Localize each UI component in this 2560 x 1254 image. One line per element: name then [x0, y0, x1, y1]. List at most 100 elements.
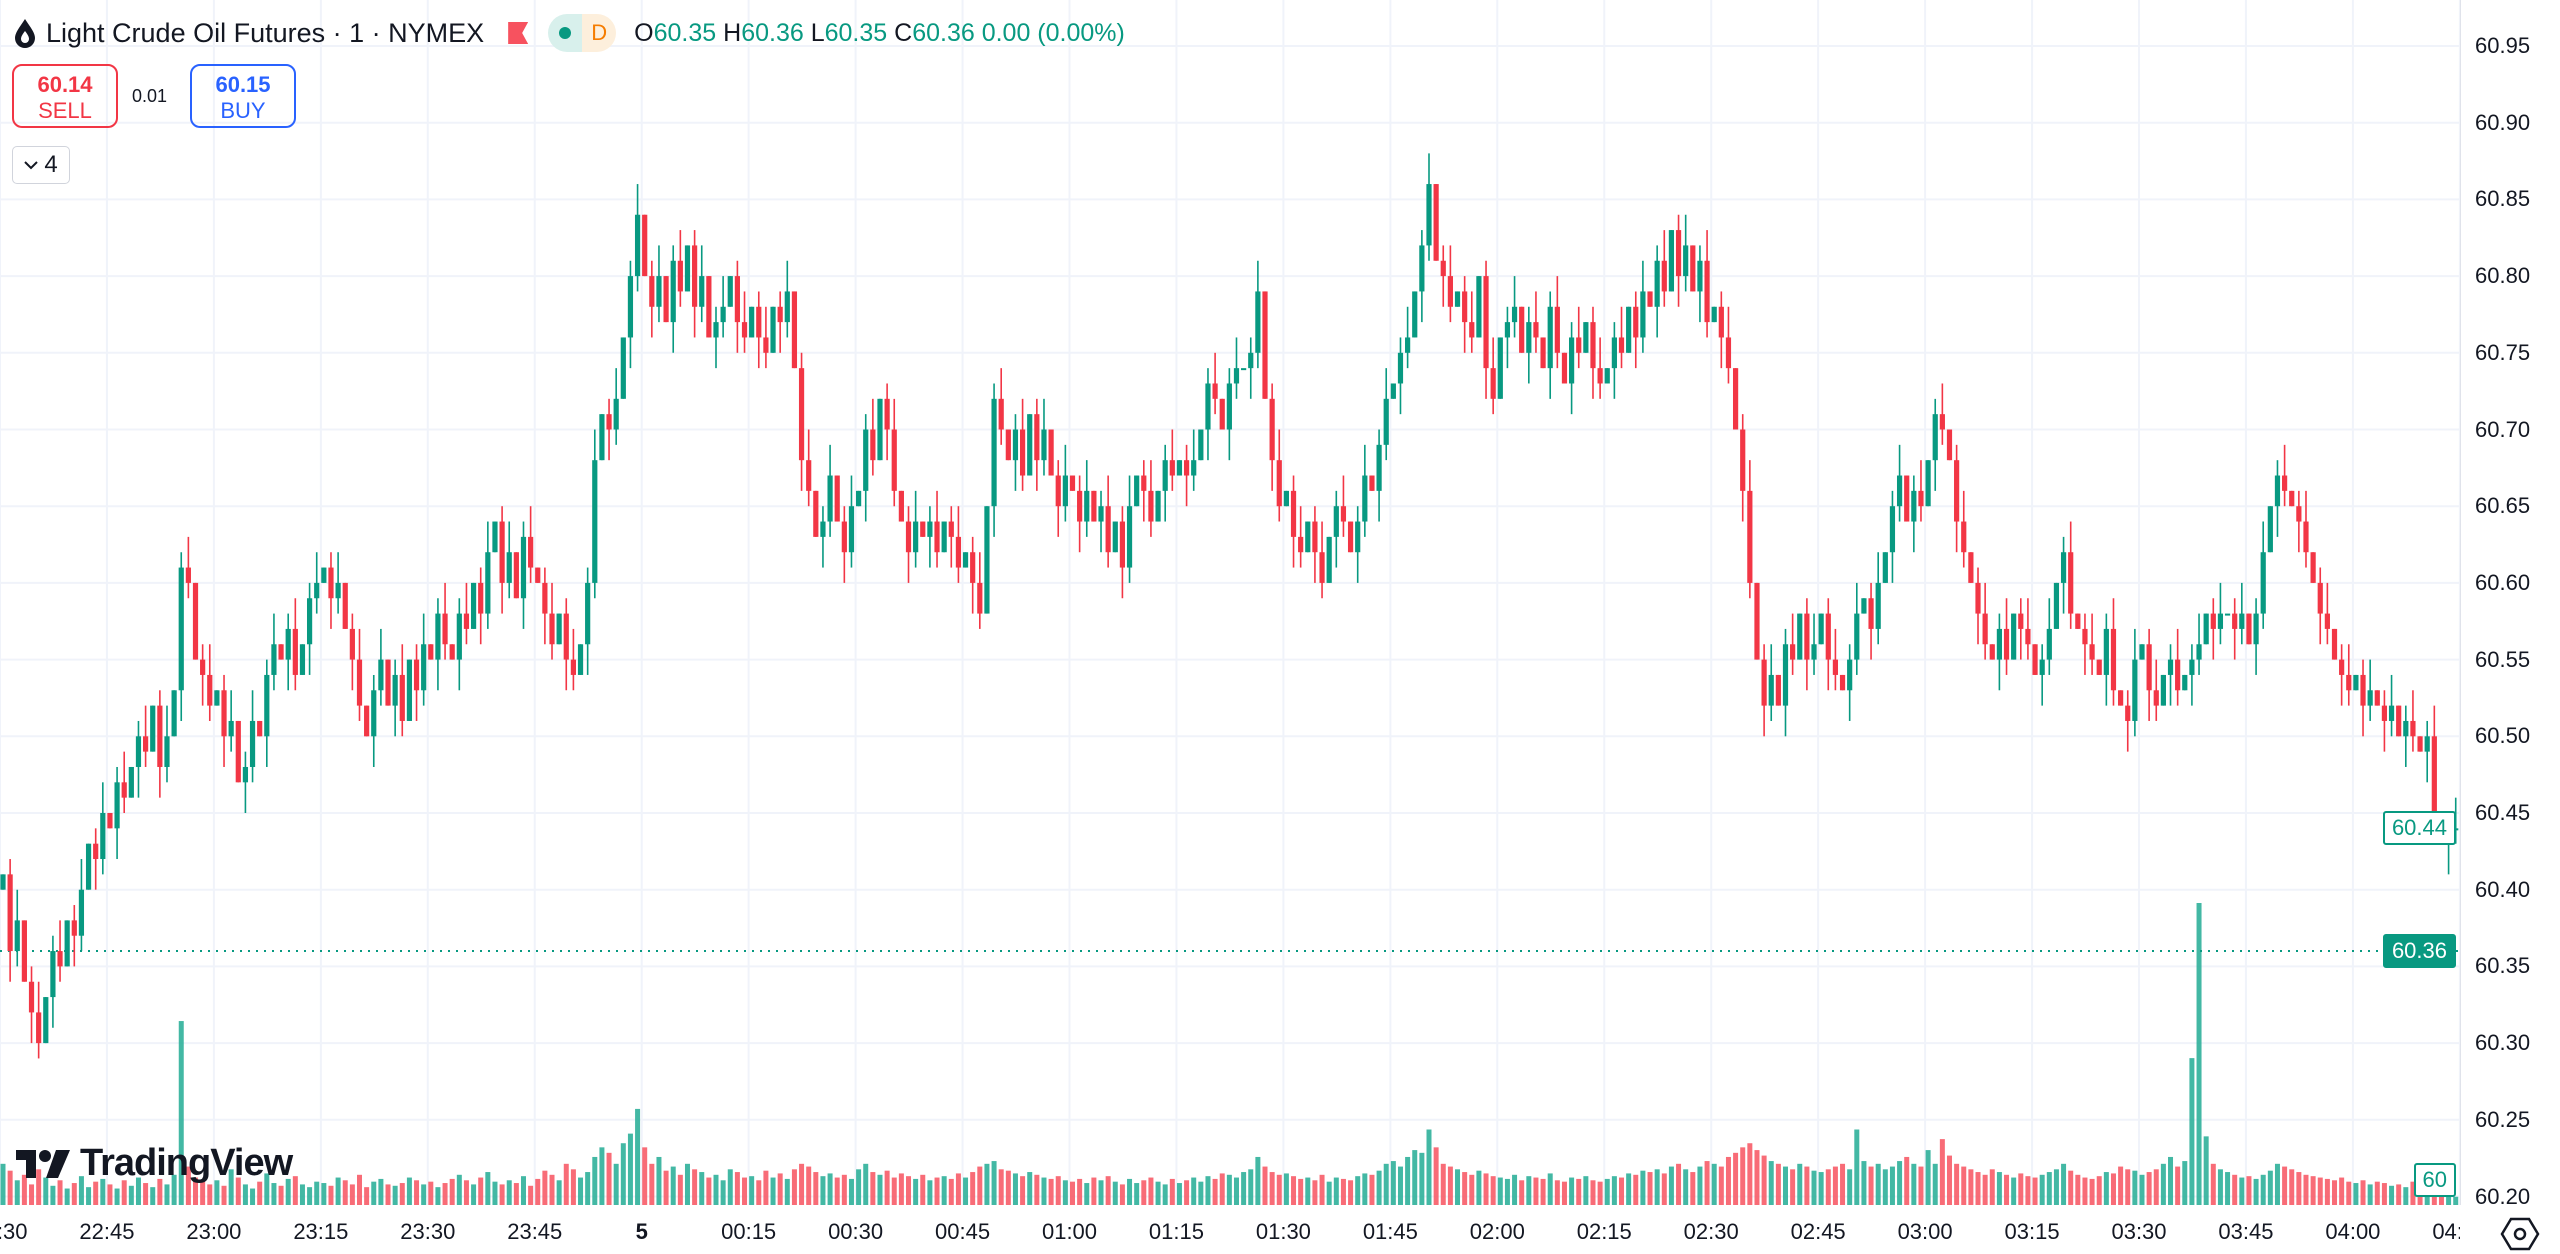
- candle-body: [777, 306, 783, 323]
- candle-body: [1569, 337, 1575, 384]
- candle-body: [1654, 260, 1660, 307]
- candle-body: [100, 813, 106, 860]
- candle-body: [663, 276, 669, 323]
- volume-bar: [1333, 1177, 1339, 1205]
- candle-body: [2018, 613, 2024, 629]
- volume-bar: [1725, 1156, 1731, 1205]
- candle-body: [1754, 582, 1760, 660]
- candle-body: [1390, 383, 1396, 399]
- candle-body: [1426, 184, 1432, 246]
- chart-pane[interactable]: [0, 0, 2460, 1205]
- volume-bar: [791, 1169, 797, 1205]
- candle-body: [1283, 490, 1289, 507]
- volume-bar: [1034, 1174, 1040, 1205]
- candle-body: [1533, 322, 1539, 338]
- volume-bar: [599, 1147, 605, 1205]
- candle-body: [1012, 429, 1019, 461]
- candle-body: [1725, 337, 1732, 369]
- volume-bar: [1148, 1177, 1154, 1205]
- candle-body: [242, 766, 249, 783]
- volume-bar: [742, 1177, 748, 1205]
- candle-body: [506, 552, 512, 583]
- market-status-badge[interactable]: D: [548, 14, 617, 52]
- volume-bar: [378, 1178, 384, 1205]
- price-axis[interactable]: 60.95 60.90 60.85 60.80 60.75 60.70 60.65 60.60…: [2460, 0, 2560, 1209]
- volume-bar: [157, 1178, 163, 1205]
- volume-bar: [57, 1180, 63, 1205]
- candle-body: [970, 552, 976, 583]
- candle-body: [456, 613, 462, 660]
- candle-body: [2160, 674, 2166, 706]
- volume-bar: [770, 1177, 776, 1205]
- price-tags: 60.44 60.36 60: [2360, 0, 2458, 1205]
- candle-body: [1861, 598, 1867, 614]
- volume-bar: [706, 1177, 712, 1205]
- volume-bar: [1547, 1173, 1553, 1205]
- current-price-label: 60.36: [2382, 934, 2456, 969]
- volume-bar: [1369, 1174, 1375, 1205]
- candle-body: [2424, 736, 2430, 752]
- candlestick-chart[interactable]: [0, 0, 2460, 1205]
- candle-body: [1847, 659, 1853, 691]
- volume-bar: [2324, 1178, 2330, 1205]
- volume-bar: [1241, 1172, 1247, 1205]
- candle-body: [884, 398, 890, 430]
- volume-bar: [756, 1180, 762, 1205]
- time-axis[interactable]: 22:30 22:45 23:00 23:15 23:30 23:45 5 00:15 00:3…: [0, 1205, 2460, 1253]
- volume-bar: [1939, 1139, 1945, 1205]
- volume-bar: [178, 1021, 184, 1205]
- candle-body: [1405, 337, 1411, 353]
- candle-body: [1312, 521, 1318, 553]
- symbol-header: Light Crude Oil Futures · 1 · NYMEX D O6…: [14, 14, 1125, 52]
- candle-body: [1191, 460, 1197, 476]
- volume-bar: [78, 1176, 84, 1205]
- candle-body: [2060, 552, 2067, 583]
- time-tick-label: 01:30: [1255, 1219, 1311, 1244]
- flag-icon[interactable]: [508, 22, 529, 44]
- volume-bar: [1519, 1180, 1525, 1205]
- candle-body: [135, 736, 142, 767]
- candle-body: [235, 720, 241, 783]
- volume-bar: [906, 1176, 912, 1205]
- volume-bar: [1355, 1176, 1361, 1205]
- candle-body: [2196, 644, 2202, 660]
- candle-body: [1062, 475, 1068, 507]
- candle-body: [463, 613, 470, 629]
- volume-bar: [1255, 1156, 1261, 1205]
- candle-body: [214, 690, 220, 706]
- volume-bar: [264, 1173, 270, 1205]
- volume-bar: [692, 1169, 698, 1205]
- volume-bar: [478, 1177, 484, 1205]
- volume-bar: [463, 1180, 469, 1205]
- candle-body: [1497, 337, 1503, 399]
- volume-bar: [2332, 1180, 2338, 1205]
- volume-bar: [0, 1163, 6, 1205]
- volume-bar: [1433, 1147, 1439, 1205]
- indicators-toggle-button[interactable]: 4: [12, 146, 70, 184]
- volume-bar: [1832, 1166, 1838, 1205]
- candle-body: [634, 214, 641, 277]
- settings-icon[interactable]: [2500, 1214, 2540, 1254]
- volume-bar: [2125, 1169, 2131, 1205]
- sell-button[interactable]: 60.14 SELL: [12, 64, 118, 128]
- volume-bar: [1668, 1166, 1674, 1205]
- candle-body: [1255, 291, 1261, 353]
- candle-body: [1483, 276, 1489, 369]
- buy-button[interactable]: 60.15 BUY: [190, 64, 296, 128]
- sell-price: 60.14: [37, 72, 93, 97]
- candle-body: [513, 552, 519, 599]
- candle-body: [962, 552, 969, 568]
- volume-bar: [2274, 1163, 2280, 1205]
- candle-body: [734, 276, 740, 323]
- candle-body: [1041, 429, 1047, 461]
- price-tick-label: 60.50: [2475, 723, 2531, 749]
- candle-body: [1091, 490, 1097, 522]
- volume-bar: [1604, 1178, 1610, 1205]
- symbol-title[interactable]: Light Crude Oil Futures · 1 · NYMEX: [46, 17, 485, 48]
- volume-bar: [520, 1176, 526, 1205]
- candle-body: [2175, 659, 2181, 691]
- candle-body: [692, 245, 698, 307]
- tradingview-logo[interactable]: TradingView: [16, 1142, 293, 1185]
- volume-bar: [1590, 1180, 1596, 1205]
- volume-bar: [2132, 1170, 2138, 1205]
